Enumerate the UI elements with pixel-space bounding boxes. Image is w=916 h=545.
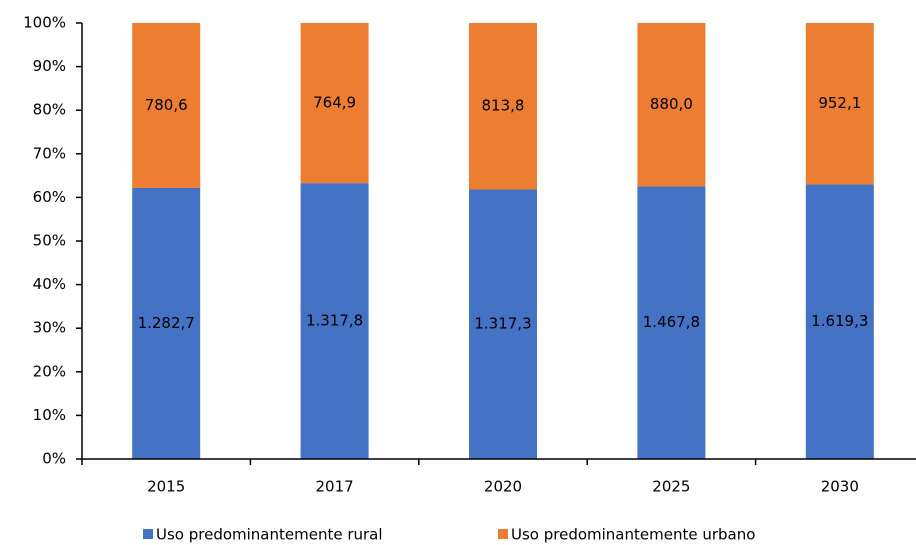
x-tick-label: 2017	[316, 478, 354, 496]
data-label: 780,6	[145, 96, 188, 114]
data-label: 1.317,3	[474, 315, 531, 333]
legend-swatch	[498, 529, 508, 539]
y-tick-label: 70%	[33, 144, 66, 162]
x-tick-label: 2015	[147, 478, 185, 496]
y-tick-label: 50%	[33, 232, 66, 250]
bar-segment	[469, 189, 537, 459]
y-tick-label: 10%	[33, 406, 66, 424]
y-tick-label: 40%	[33, 275, 66, 293]
x-tick-label: 2030	[821, 478, 859, 496]
y-tick-label: 100%	[23, 14, 66, 32]
legend-label: Uso predominantemente rural	[156, 526, 383, 544]
x-tick-label: 2025	[652, 478, 690, 496]
data-label: 1.317,8	[306, 312, 363, 330]
legend-swatch	[143, 529, 153, 539]
data-label: 813,8	[482, 97, 525, 115]
bar-segment	[132, 23, 201, 188]
bar-segment	[300, 183, 369, 459]
y-tick-label: 20%	[33, 362, 66, 380]
data-label: 1.619,3	[811, 312, 868, 330]
bar-segment	[469, 23, 537, 190]
bar-segment	[637, 23, 706, 187]
legend-label: Uso predominantemente urbano	[511, 526, 755, 544]
y-tick-label: 30%	[33, 319, 66, 337]
y-tick-label: 80%	[33, 101, 66, 119]
bar-segment	[805, 184, 874, 459]
data-label: 880,0	[650, 95, 693, 113]
data-label: 1.282,7	[138, 314, 195, 332]
data-label: 764,9	[313, 94, 356, 112]
y-tick-label: 60%	[33, 188, 66, 206]
data-label: 1.467,8	[643, 313, 700, 331]
bar-segment	[300, 23, 369, 184]
y-tick-label: 90%	[33, 57, 66, 75]
bar-segment	[637, 186, 706, 459]
bar-segment	[805, 23, 874, 185]
x-tick-label: 2020	[484, 478, 522, 496]
data-label: 952,1	[818, 94, 861, 112]
y-tick-label: 0%	[42, 450, 66, 468]
bar-segment	[132, 187, 201, 459]
